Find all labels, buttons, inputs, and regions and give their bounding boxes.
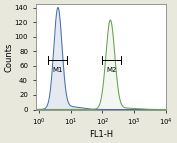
Text: M1: M1 [52, 67, 63, 73]
Y-axis label: Counts: Counts [4, 42, 13, 72]
X-axis label: FL1-H: FL1-H [89, 130, 113, 139]
Text: M2: M2 [106, 67, 117, 73]
